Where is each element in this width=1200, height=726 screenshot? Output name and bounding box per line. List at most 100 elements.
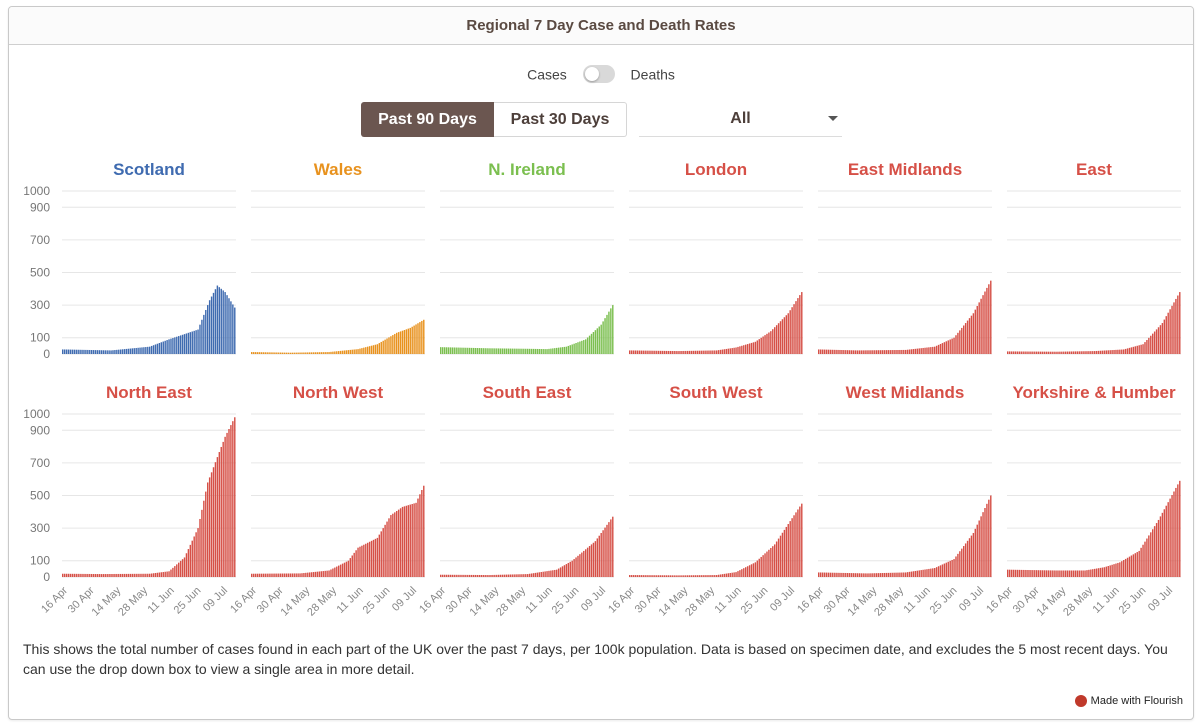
bar bbox=[191, 331, 193, 354]
bar bbox=[642, 575, 644, 577]
bar bbox=[1008, 351, 1011, 354]
bar bbox=[396, 332, 398, 354]
bar bbox=[472, 574, 475, 577]
bar bbox=[1171, 305, 1173, 354]
bar bbox=[881, 573, 884, 577]
bar bbox=[1043, 570, 1046, 577]
x-tick-label: 09 Jul bbox=[201, 585, 230, 614]
bar bbox=[585, 549, 587, 577]
bar bbox=[629, 575, 631, 577]
bar bbox=[523, 574, 525, 577]
bar bbox=[1070, 570, 1073, 577]
bar bbox=[162, 341, 164, 354]
bar bbox=[131, 573, 134, 577]
bar bbox=[1126, 348, 1129, 354]
bar bbox=[872, 350, 874, 354]
past-30-days-button[interactable]: Past 30 Days bbox=[494, 102, 627, 137]
region-dropdown[interactable]: All bbox=[639, 102, 842, 137]
bar bbox=[96, 574, 99, 577]
x-tick-label: 11 Jun bbox=[1091, 585, 1122, 616]
bar bbox=[856, 350, 859, 354]
bar bbox=[731, 348, 733, 354]
bar bbox=[1134, 553, 1137, 577]
bar bbox=[1080, 351, 1082, 354]
bar bbox=[845, 350, 847, 354]
bar bbox=[932, 346, 934, 354]
past-90-days-button[interactable]: Past 90 Days bbox=[361, 102, 494, 137]
bar bbox=[511, 574, 513, 577]
bar bbox=[671, 350, 673, 354]
bar bbox=[195, 330, 197, 354]
bar bbox=[67, 573, 70, 577]
bar bbox=[912, 571, 915, 577]
bar bbox=[521, 574, 523, 577]
bar bbox=[154, 573, 157, 577]
bar bbox=[656, 575, 658, 577]
bar bbox=[183, 334, 186, 354]
bar bbox=[920, 348, 922, 354]
bar bbox=[961, 548, 963, 577]
bar bbox=[708, 350, 710, 354]
x-tick-label: 25 Jun bbox=[550, 585, 582, 617]
panel-east: East bbox=[1007, 160, 1181, 355]
bar bbox=[154, 344, 157, 354]
bar bbox=[1094, 351, 1096, 354]
bar bbox=[630, 575, 633, 577]
made-with-flourish-badge[interactable]: Made with Flourish bbox=[1074, 695, 1183, 708]
bar bbox=[968, 318, 971, 354]
x-tick-label: 11 Jun bbox=[902, 585, 933, 616]
bar bbox=[388, 518, 390, 577]
cases-deaths-switch[interactable] bbox=[582, 65, 615, 84]
bar bbox=[205, 491, 207, 577]
bar bbox=[1012, 351, 1015, 354]
bar bbox=[411, 504, 413, 577]
bar bbox=[783, 529, 786, 577]
bar bbox=[1103, 350, 1106, 354]
bar bbox=[727, 348, 730, 354]
toggle-label-deaths[interactable]: Deaths bbox=[630, 66, 675, 83]
bar bbox=[1092, 351, 1094, 354]
bar bbox=[951, 559, 953, 577]
bar bbox=[903, 349, 905, 354]
bar bbox=[739, 346, 741, 354]
bar bbox=[743, 345, 745, 354]
bar bbox=[77, 573, 79, 577]
bar bbox=[382, 528, 384, 577]
bar bbox=[868, 573, 870, 577]
bar bbox=[608, 522, 610, 577]
bar bbox=[930, 347, 932, 354]
bar bbox=[659, 350, 662, 354]
bar bbox=[1148, 535, 1150, 577]
bar bbox=[733, 347, 735, 354]
bar bbox=[419, 494, 421, 577]
bar bbox=[990, 495, 992, 577]
bar bbox=[710, 350, 712, 354]
bar bbox=[821, 572, 824, 577]
bar bbox=[685, 575, 687, 577]
x-tick-label: 16 Apr bbox=[417, 584, 448, 615]
bar bbox=[65, 349, 68, 354]
panel-n-ireland: N. Ireland bbox=[440, 160, 614, 355]
bar bbox=[704, 575, 706, 577]
bar bbox=[470, 574, 473, 577]
bar bbox=[314, 571, 317, 577]
bar bbox=[228, 298, 230, 354]
bar bbox=[1099, 350, 1102, 354]
bar bbox=[328, 570, 330, 577]
bar bbox=[714, 350, 716, 354]
bar bbox=[367, 346, 369, 354]
toggle-label-cases[interactable]: Cases bbox=[527, 66, 567, 83]
bar bbox=[338, 565, 340, 577]
bar bbox=[291, 573, 294, 577]
bar bbox=[361, 348, 363, 354]
bar bbox=[1084, 351, 1086, 354]
bar bbox=[901, 572, 903, 577]
bar bbox=[170, 338, 172, 354]
bar bbox=[1078, 570, 1080, 577]
bar bbox=[498, 574, 500, 577]
bar bbox=[756, 560, 759, 577]
bar bbox=[687, 350, 689, 354]
bar bbox=[476, 348, 479, 354]
bar bbox=[272, 352, 274, 354]
